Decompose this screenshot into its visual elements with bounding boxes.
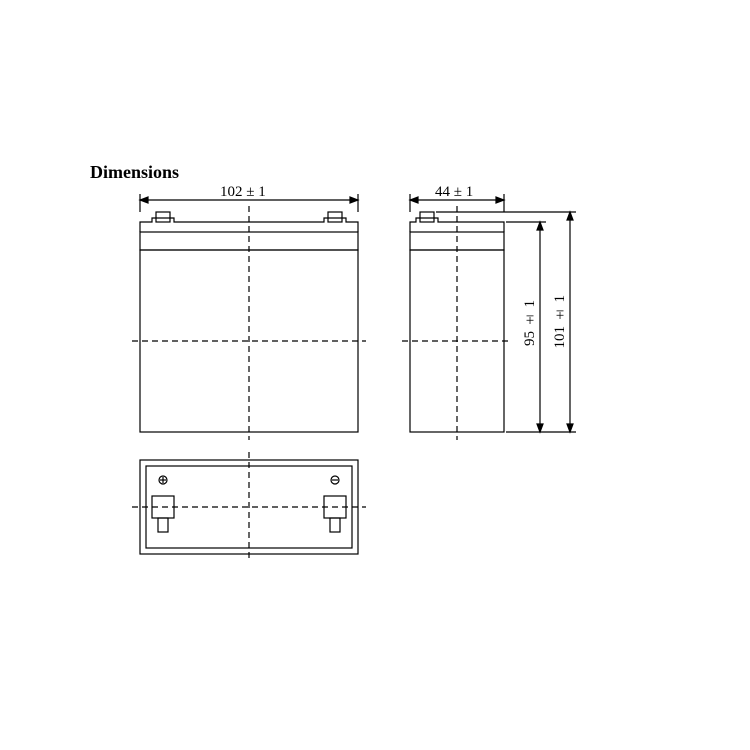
front-terminal-right <box>328 212 342 222</box>
arrow <box>537 222 543 230</box>
arrow <box>410 197 418 203</box>
arrow <box>567 424 573 432</box>
top-terminal-right <box>324 476 346 532</box>
arrow <box>140 197 148 203</box>
side-terminal <box>420 212 434 222</box>
arrow <box>537 424 543 432</box>
front-terminal-left <box>156 212 170 222</box>
arrow <box>567 212 573 220</box>
top-terminal-left <box>152 476 174 532</box>
arrow <box>496 197 504 203</box>
drawing-canvas <box>0 0 750 750</box>
arrow <box>350 197 358 203</box>
